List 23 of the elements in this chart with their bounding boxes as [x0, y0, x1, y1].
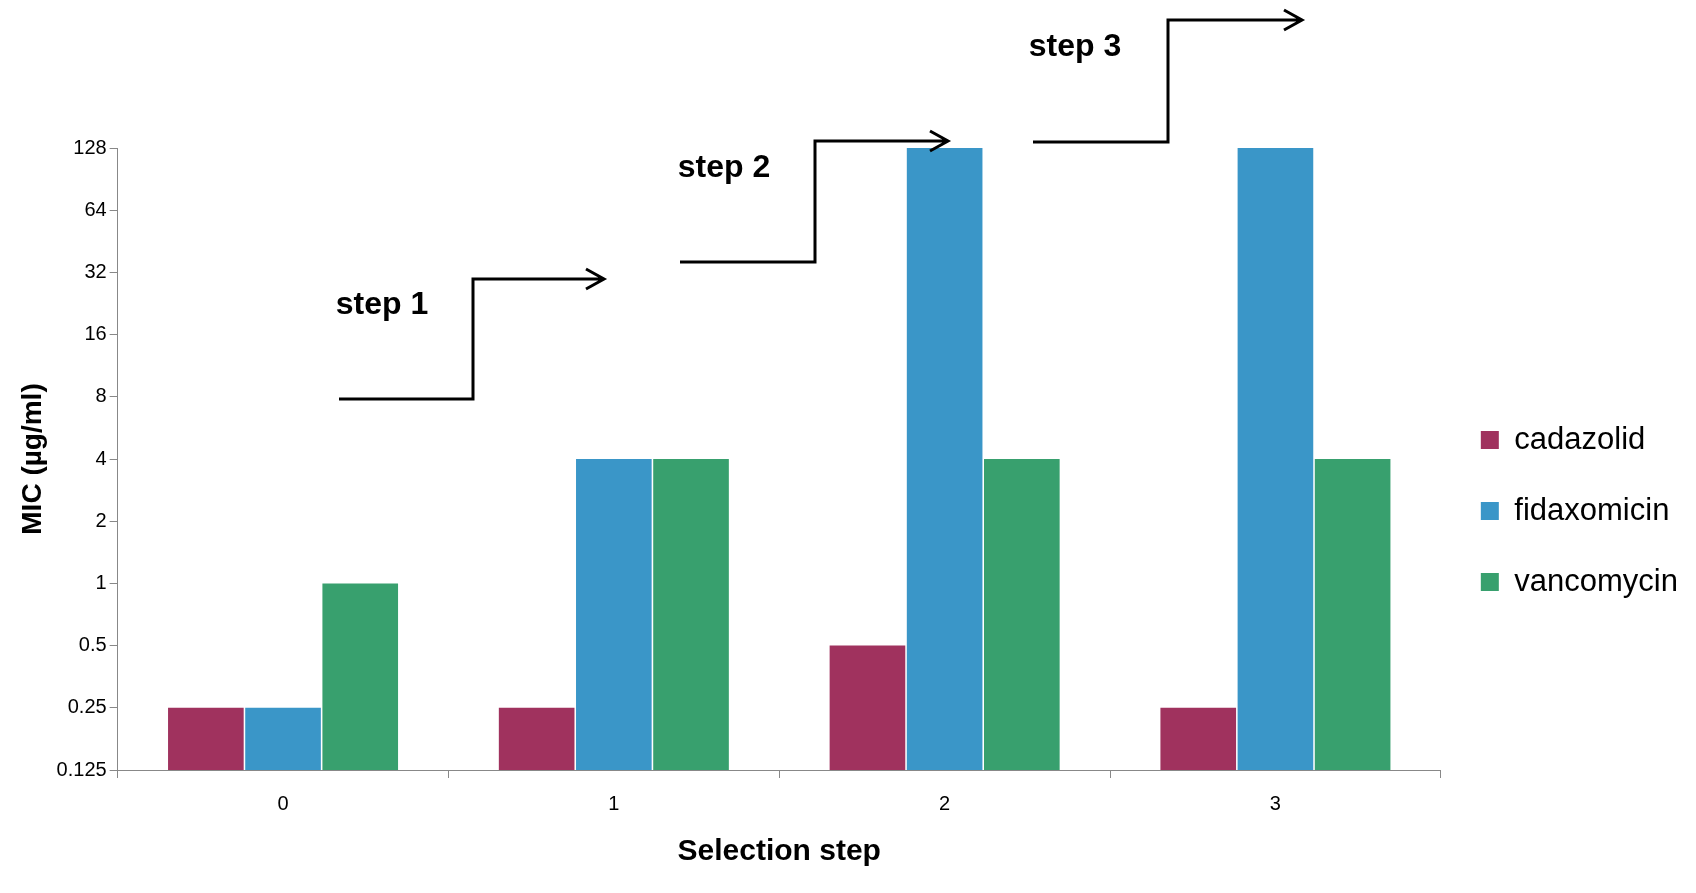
x-axis-title: Selection step: [677, 833, 881, 867]
legend-label: cadazolid: [1514, 420, 1646, 456]
legend-label: fidaxomicin: [1514, 491, 1670, 527]
y-tick-label: 128: [73, 135, 107, 158]
y-tick-label: 4: [95, 446, 107, 469]
y-axis-title: MIC (µg/ml): [15, 383, 47, 535]
x-tick-label: 3: [1269, 791, 1281, 814]
y-tick-label: 16: [84, 322, 107, 345]
y-tick-label: 0.5: [78, 633, 107, 656]
annotation: step 1: [335, 284, 429, 322]
text: step 3: [1028, 26, 1122, 64]
annotation: step 2: [677, 147, 771, 185]
y-tick-label: 8: [95, 384, 107, 407]
y-tick-label: 32: [84, 259, 107, 282]
legend-label: vancomycin: [1514, 562, 1679, 598]
y-tick-label: 0.125: [56, 757, 107, 780]
x-tick-label: 2: [939, 791, 951, 814]
x-tick-label: 0: [277, 791, 289, 814]
y-tick-label: 2: [95, 508, 107, 531]
y-tick-label: 0.25: [67, 695, 107, 718]
x-tick-label: 1: [608, 791, 620, 814]
y-tick-label: 64: [84, 197, 107, 220]
y-tick-label: 1: [95, 570, 107, 593]
